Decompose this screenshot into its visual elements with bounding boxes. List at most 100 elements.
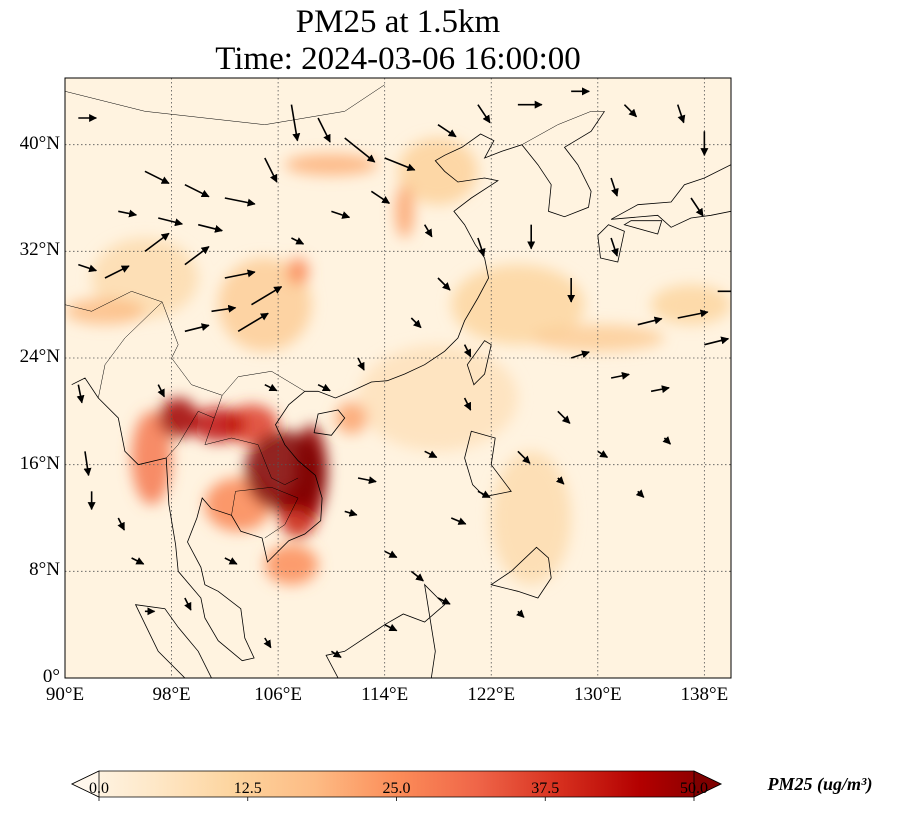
wind-arrow-55 [131, 557, 145, 565]
wind-arrow-68 [76, 384, 85, 404]
pm25-hotspot-10 [335, 402, 368, 434]
pm25-field [65, 138, 731, 585]
colorbar-tick-label: 50.0 [680, 780, 708, 797]
wind-arrow-6 [224, 197, 256, 207]
lat-tick-label: 8°N [29, 559, 60, 581]
island-outline-4 [325, 583, 446, 678]
wind-arrow-49 [344, 509, 358, 517]
island-outline-0 [466, 340, 492, 386]
wind-arrow-65 [317, 383, 331, 392]
wind-arrow-57 [184, 597, 192, 611]
wind-arrow-22 [184, 246, 210, 266]
wind-arrow-23 [224, 269, 256, 279]
wind-arrow-16 [623, 104, 638, 118]
wind-arrow-34 [610, 237, 619, 257]
island-outline-7 [623, 220, 663, 235]
pm25-hotspot-14 [287, 258, 309, 285]
country-border-2 [166, 410, 215, 459]
lat-tick-label: 24°N [19, 346, 60, 367]
country-border-1 [204, 395, 299, 485]
wind-arrow-8 [290, 104, 301, 142]
wind-arrow-67 [157, 384, 165, 398]
wind-arrow-63 [515, 609, 525, 618]
wind-arrow-25 [237, 312, 269, 333]
wind-arrow-44 [463, 397, 472, 411]
colorbar-tick-label: 12.5 [233, 780, 262, 797]
wind-arrow-31 [477, 237, 486, 257]
island-outline-6 [597, 224, 625, 263]
title-line-2: Time: 2024-03-06 16:00:00 [215, 41, 581, 77]
indochina-coastline [71, 377, 323, 662]
wind-arrow-36 [677, 309, 709, 319]
wind-arrow-26 [251, 285, 283, 306]
pm25-hotspot-21 [244, 431, 325, 512]
pm25-hotspot-0 [358, 344, 518, 452]
china-coastline [304, 111, 605, 399]
pm25-hotspot-11 [395, 184, 414, 238]
wind-arrow-9 [317, 117, 331, 143]
wind-arrow-7 [264, 157, 278, 183]
wind-arrow-76 [555, 476, 565, 485]
wind-arrow-35 [637, 316, 663, 326]
wind-arrow-19 [78, 263, 98, 273]
wind-arrow-61 [384, 623, 398, 632]
wind-arrow-2 [158, 217, 184, 227]
wind-arrow-48 [384, 550, 398, 559]
wind-arrow-27 [184, 323, 210, 333]
wind-arrow-43 [517, 450, 531, 464]
lon-tick-label: 138°E [680, 684, 729, 705]
colorbar-tick-label: 25.0 [382, 780, 411, 797]
wind-arrow-24 [211, 304, 237, 313]
lon-tick-label: 114°E [361, 684, 409, 705]
island-outline-1 [313, 409, 346, 436]
country-border-6 [65, 84, 385, 125]
wind-arrow-39 [650, 385, 670, 394]
lon-tick-label: 122°E [467, 684, 516, 705]
coastlines [65, 84, 731, 678]
island-outline-8 [610, 164, 731, 228]
title-line-1: PM25 at 1.5km [295, 4, 501, 40]
pm25-hotspot-4 [651, 284, 731, 325]
pm25-hotspot-18 [191, 407, 245, 442]
wind-arrow-51 [424, 450, 438, 459]
wind-arrow-54 [117, 517, 125, 531]
wind-arrow-41 [570, 350, 590, 359]
lat-tick-label: 0° [42, 666, 60, 687]
wind-arrow-78 [690, 197, 704, 217]
wind-arrow-21 [144, 232, 170, 252]
wind-arrow-42 [557, 410, 571, 424]
pm25-hotspot-5 [398, 138, 478, 205]
wind-arrow-3 [198, 223, 223, 233]
wind-arrow-20 [104, 265, 130, 279]
island-outline-3 [490, 546, 552, 599]
lat-tick-label: 40°N [19, 132, 60, 154]
country-border-7 [521, 111, 605, 145]
country-border-5 [98, 301, 163, 399]
wind-arrow-30 [437, 277, 451, 291]
wind-arrow-46 [450, 517, 467, 525]
colorbar-tick-label: 0.0 [89, 780, 109, 797]
lon-tick-label: 130°E [573, 684, 622, 705]
wind-arrow-72 [423, 224, 433, 238]
wind-arrow-60 [330, 650, 342, 659]
wind-arrow-40 [610, 371, 630, 380]
lat-tick-label: 32°N [19, 239, 60, 261]
wind-arrow-64 [357, 357, 365, 371]
wind-arrow-62 [437, 597, 451, 605]
wind-arrow-77 [610, 177, 619, 197]
wind-arrow-1 [118, 209, 138, 218]
country-border-3 [231, 487, 299, 539]
lat-tick-label: 16°N [19, 452, 60, 474]
colorbar-ticks [98, 797, 695, 801]
wind-arrow-71 [291, 237, 305, 245]
wind-arrow-5 [184, 183, 210, 198]
wind-arrow-4 [144, 170, 170, 185]
lon-tick-label: 90°E [45, 684, 85, 705]
wind-arrow-11 [384, 157, 416, 172]
wind-arrow-17 [676, 104, 686, 124]
gridlines [65, 78, 731, 678]
country-border-0 [161, 301, 305, 396]
colorbar-label: PM25 (ug/m³) [767, 774, 873, 794]
